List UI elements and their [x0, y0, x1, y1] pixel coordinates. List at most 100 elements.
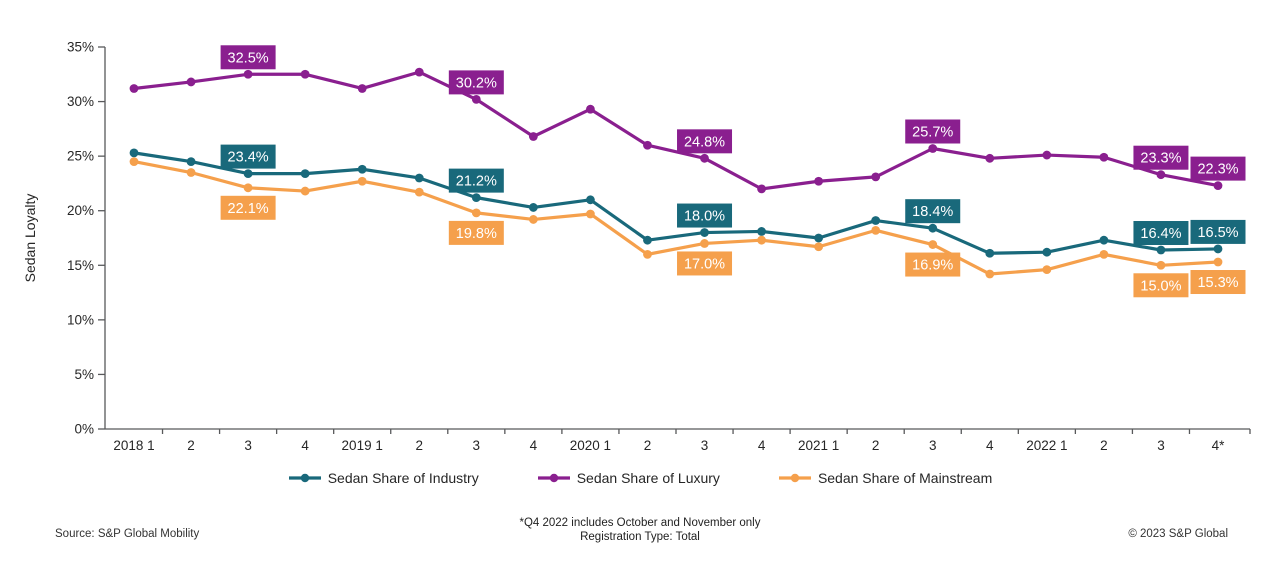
data-label: 19.8%	[456, 226, 497, 242]
data-point	[757, 227, 766, 236]
data-point	[928, 144, 938, 153]
data-point	[357, 164, 367, 174]
data-label: 25.7%	[912, 125, 953, 141]
data-label: 24.8%	[684, 134, 725, 150]
data-point	[471, 193, 481, 203]
data-point	[300, 169, 310, 179]
data-point	[871, 172, 881, 182]
data-point	[186, 77, 196, 87]
data-label-box	[1133, 145, 1189, 170]
data-point	[528, 203, 538, 212]
data-label: 17.0%	[684, 256, 725, 272]
data-label: 16.9%	[912, 258, 953, 274]
x-tick-label: 3	[473, 438, 481, 453]
source-text: Source: S&P Global Mobility	[55, 528, 200, 540]
data-label: 23.4%	[228, 150, 269, 166]
data-point	[186, 168, 196, 177]
data-point	[586, 104, 595, 114]
x-tick-label: 3	[701, 438, 709, 453]
series-line	[132, 70, 1220, 191]
data-label-box	[448, 220, 504, 245]
x-tick-label: 4*	[1212, 438, 1226, 453]
y-axis-title-wrap: Sedan Loyalty	[8, 47, 52, 429]
data-label-box	[1133, 273, 1189, 298]
data-point	[700, 239, 709, 248]
data-label: 30.2%	[456, 75, 497, 91]
data-point	[357, 176, 367, 186]
y-tick-label: 20%	[67, 203, 94, 218]
data-point	[414, 173, 424, 183]
legend-label: Sedan Share of Luxury	[576, 470, 720, 486]
data-point	[985, 153, 995, 163]
y-tick-label: 15%	[67, 258, 94, 273]
legend-label: Sedan Share of Industry	[327, 470, 479, 486]
y-tick-label: 5%	[74, 367, 94, 382]
footnote-line-1: *Q4 2022 includes October and November o…	[519, 517, 761, 529]
data-label: 16.4%	[1140, 226, 1181, 242]
y-tick-label: 25%	[67, 149, 94, 164]
data-point	[1099, 235, 1109, 245]
data-label: 21.2%	[456, 174, 497, 190]
data-label-box	[220, 195, 276, 220]
data-point	[643, 140, 652, 150]
data-point	[1042, 265, 1052, 275]
y-tick-label: 30%	[67, 94, 94, 109]
data-label-box	[448, 168, 504, 193]
series-line	[132, 151, 1220, 255]
data-point	[1213, 244, 1223, 254]
chart-legend: Sedan Share of Industry Sedan Share of Lu…	[0, 470, 1280, 486]
x-tick-label: 2018 1	[113, 438, 154, 453]
data-label-box	[448, 70, 504, 95]
x-tick-label: 4	[986, 438, 994, 453]
data-label-box	[220, 144, 276, 169]
series-line	[132, 160, 1220, 276]
x-tick-label: 2020 1	[570, 438, 611, 453]
data-point	[1213, 181, 1223, 191]
data-label: 23.3%	[1140, 151, 1181, 167]
footnote: *Q4 2022 includes October and November o…	[0, 516, 1280, 544]
data-label: 22.1%	[228, 201, 269, 217]
x-tick-label: 2019 1	[342, 438, 383, 453]
data-point	[243, 169, 253, 179]
data-label: 22.3%	[1197, 162, 1238, 178]
x-tick-label: 4	[530, 438, 538, 453]
data-label-box	[677, 251, 733, 276]
data-label-box	[677, 129, 733, 154]
data-point	[1156, 245, 1166, 255]
data-point	[1156, 170, 1166, 180]
data-point	[700, 228, 709, 237]
data-point	[928, 223, 938, 233]
x-tick-label: 3	[1157, 438, 1165, 453]
data-point	[1156, 260, 1166, 270]
data-label: 18.0%	[684, 209, 725, 225]
data-point	[586, 209, 595, 219]
data-point	[586, 195, 595, 205]
data-label: 15.0%	[1140, 278, 1181, 294]
data-label: 16.5%	[1197, 225, 1238, 241]
data-point	[814, 233, 824, 243]
data-label: 15.3%	[1197, 275, 1238, 291]
x-tick-label: 4	[301, 438, 309, 453]
data-point	[814, 176, 824, 186]
data-point	[300, 69, 310, 79]
footnote-line-2: Registration Type: Total	[580, 531, 700, 543]
data-point	[243, 183, 253, 193]
x-tick-label: 2	[644, 438, 652, 453]
x-tick-label: 2022 1	[1026, 438, 1067, 453]
data-point	[643, 249, 652, 259]
y-tick-label: 35%	[67, 40, 94, 55]
data-point	[186, 157, 196, 167]
data-point	[1213, 257, 1223, 267]
copyright-text: © 2023 S&P Global	[1128, 528, 1228, 540]
x-tick-label: 4	[758, 438, 766, 453]
legend-marker-icon	[778, 473, 811, 483]
legend-label: Sedan Share of Mainstream	[817, 470, 993, 486]
data-point	[985, 269, 995, 279]
x-tick-label: 2	[1100, 438, 1108, 453]
data-label: 18.4%	[912, 204, 953, 220]
data-point	[928, 240, 938, 249]
data-point	[985, 248, 995, 258]
data-point	[871, 225, 881, 235]
